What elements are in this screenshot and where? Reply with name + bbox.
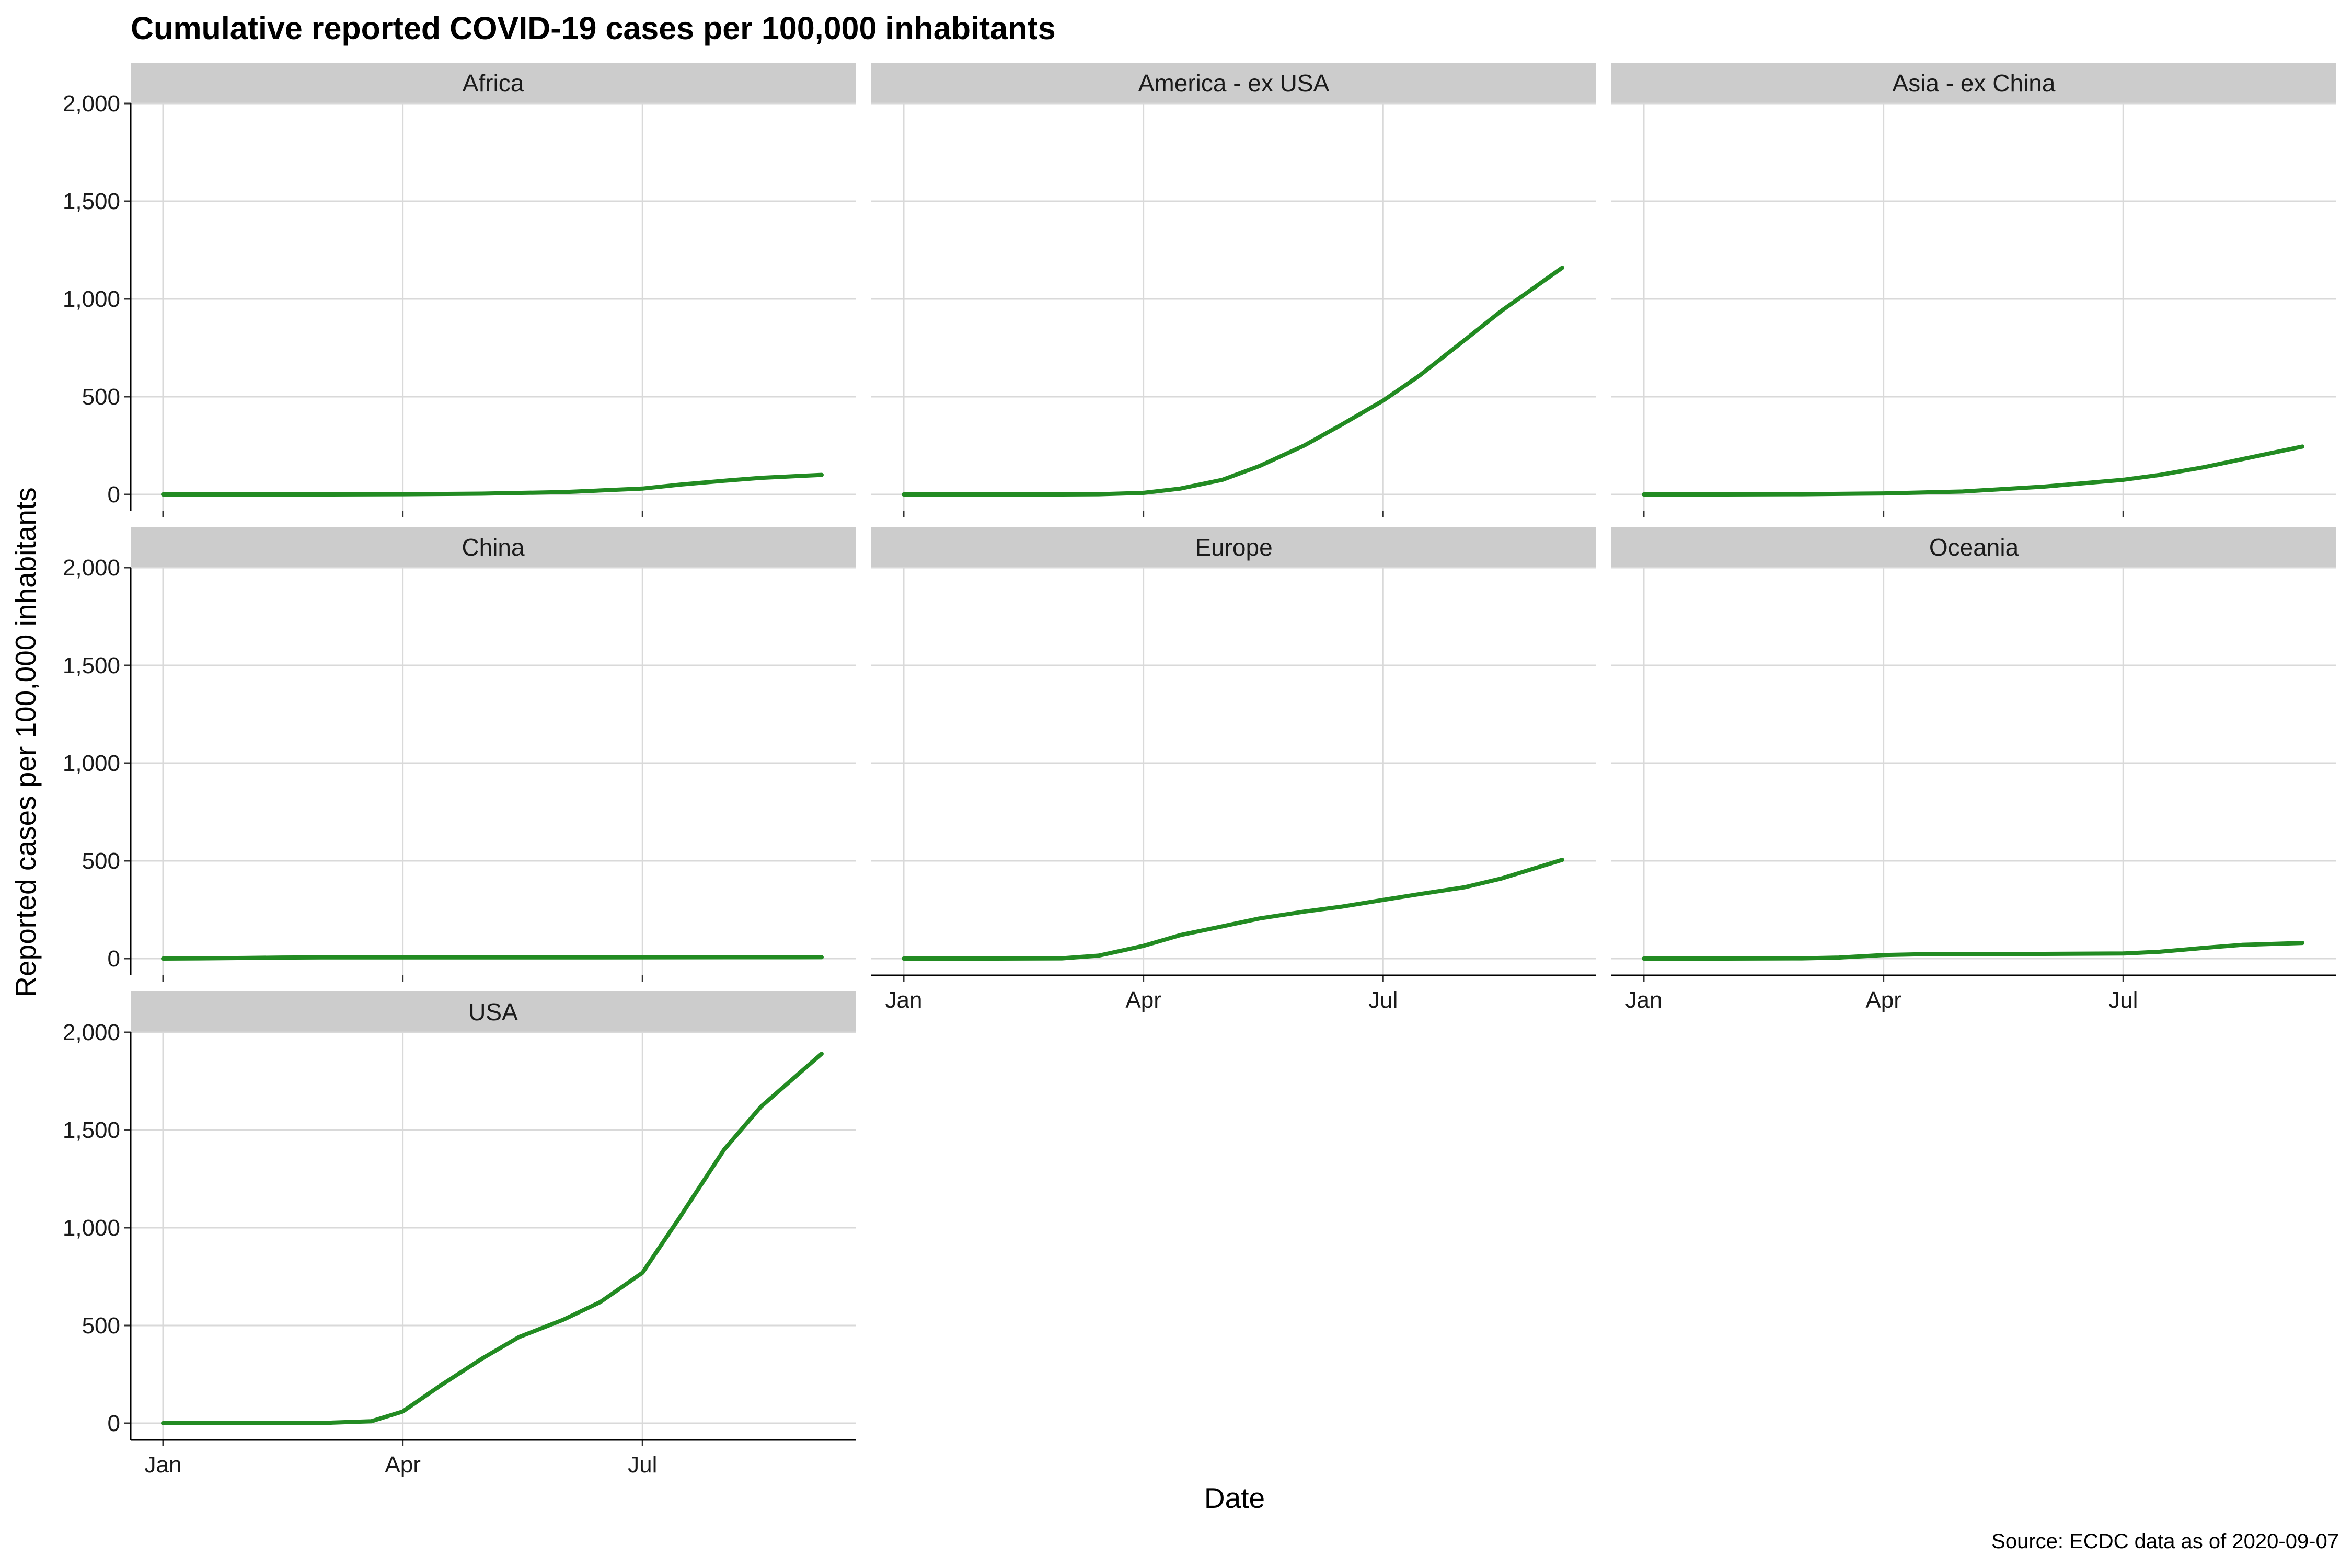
facet-strip-label: China <box>462 534 525 561</box>
x-tick-label: Apr <box>385 1452 420 1478</box>
facet-panel: China 0 500 1,000 1,500 2,000 <box>63 527 856 982</box>
facet-strip-label: America - ex USA <box>1138 70 1330 97</box>
x-tick-label: Apr <box>1125 987 1161 1013</box>
source-caption: Source: ECDC data as of 2020-09-07 <box>1991 1530 2339 1553</box>
series-line <box>902 266 1564 497</box>
series-line <box>161 472 824 497</box>
y-tick-label: 2,000 <box>63 555 120 581</box>
x-tick-label: Jul <box>628 1452 657 1478</box>
facet-strip-label: USA <box>468 998 518 1025</box>
y-tick-label: 1,500 <box>63 653 120 678</box>
facet-panels: Africa 0 500 1,000 1,500 2,000 America - ex US… <box>63 63 2336 1478</box>
y-tick-label: 500 <box>82 1313 120 1339</box>
facet-strip <box>871 63 1596 103</box>
facet-strip-label: Africa <box>463 70 524 97</box>
series-line <box>161 955 824 961</box>
facet-strip <box>1611 63 2336 103</box>
y-tick-label: 1,500 <box>63 1117 120 1143</box>
x-axis-title: Date <box>1204 1482 1265 1514</box>
facet-panel: Asia - ex China <box>1611 63 2336 517</box>
facet-strip <box>131 63 856 103</box>
y-tick-label: 500 <box>82 848 120 874</box>
facet-panel: Europe Jan Apr Jul <box>871 527 1596 1013</box>
chart-title: Cumulative reported COVID-19 cases per 1… <box>131 10 1056 46</box>
facet-strip <box>871 527 1596 568</box>
y-tick-label: 0 <box>108 1411 120 1436</box>
facet-panel: Africa 0 500 1,000 1,500 2,000 <box>63 63 856 517</box>
y-tick-label: 2,000 <box>63 91 120 117</box>
facet-strip <box>1611 527 2336 568</box>
y-tick-label: 1,000 <box>63 751 120 776</box>
facet-strip-label: Asia - ex China <box>1893 70 2056 97</box>
y-tick-label: 1,500 <box>63 189 120 214</box>
y-tick-label: 2,000 <box>63 1020 120 1045</box>
facet-strip <box>131 991 856 1032</box>
series-line <box>902 858 1564 961</box>
x-tick-label: Apr <box>1865 987 1901 1013</box>
y-tick-label: 1,000 <box>63 286 120 312</box>
x-tick-label: Jan <box>1625 987 1663 1013</box>
y-tick-label: 0 <box>108 946 120 972</box>
x-tick-label: Jul <box>1368 987 1398 1013</box>
facet-strip-label: Europe <box>1195 534 1272 561</box>
series-line <box>161 1052 824 1425</box>
y-axis-title: Reported cases per 100,000 inhabitants <box>9 487 42 997</box>
y-tick-label: 0 <box>108 482 120 508</box>
series-line <box>1642 444 2304 497</box>
series-line <box>1642 941 2304 961</box>
facet-panel: USA 0 500 1,000 1,500 2,000 Jan Apr Jul <box>63 991 856 1478</box>
facet-panel: Oceania Jan Apr Jul <box>1611 527 2336 1013</box>
facet-strip-label: Oceania <box>1929 534 2019 561</box>
x-tick-label: Jul <box>2108 987 2138 1013</box>
y-tick-label: 500 <box>82 384 120 410</box>
y-tick-label: 1,000 <box>63 1215 120 1241</box>
facet-panel: America - ex USA <box>871 63 1596 517</box>
facet-strip <box>131 527 856 568</box>
x-tick-label: Jan <box>885 987 923 1013</box>
x-tick-label: Jan <box>145 1452 182 1478</box>
